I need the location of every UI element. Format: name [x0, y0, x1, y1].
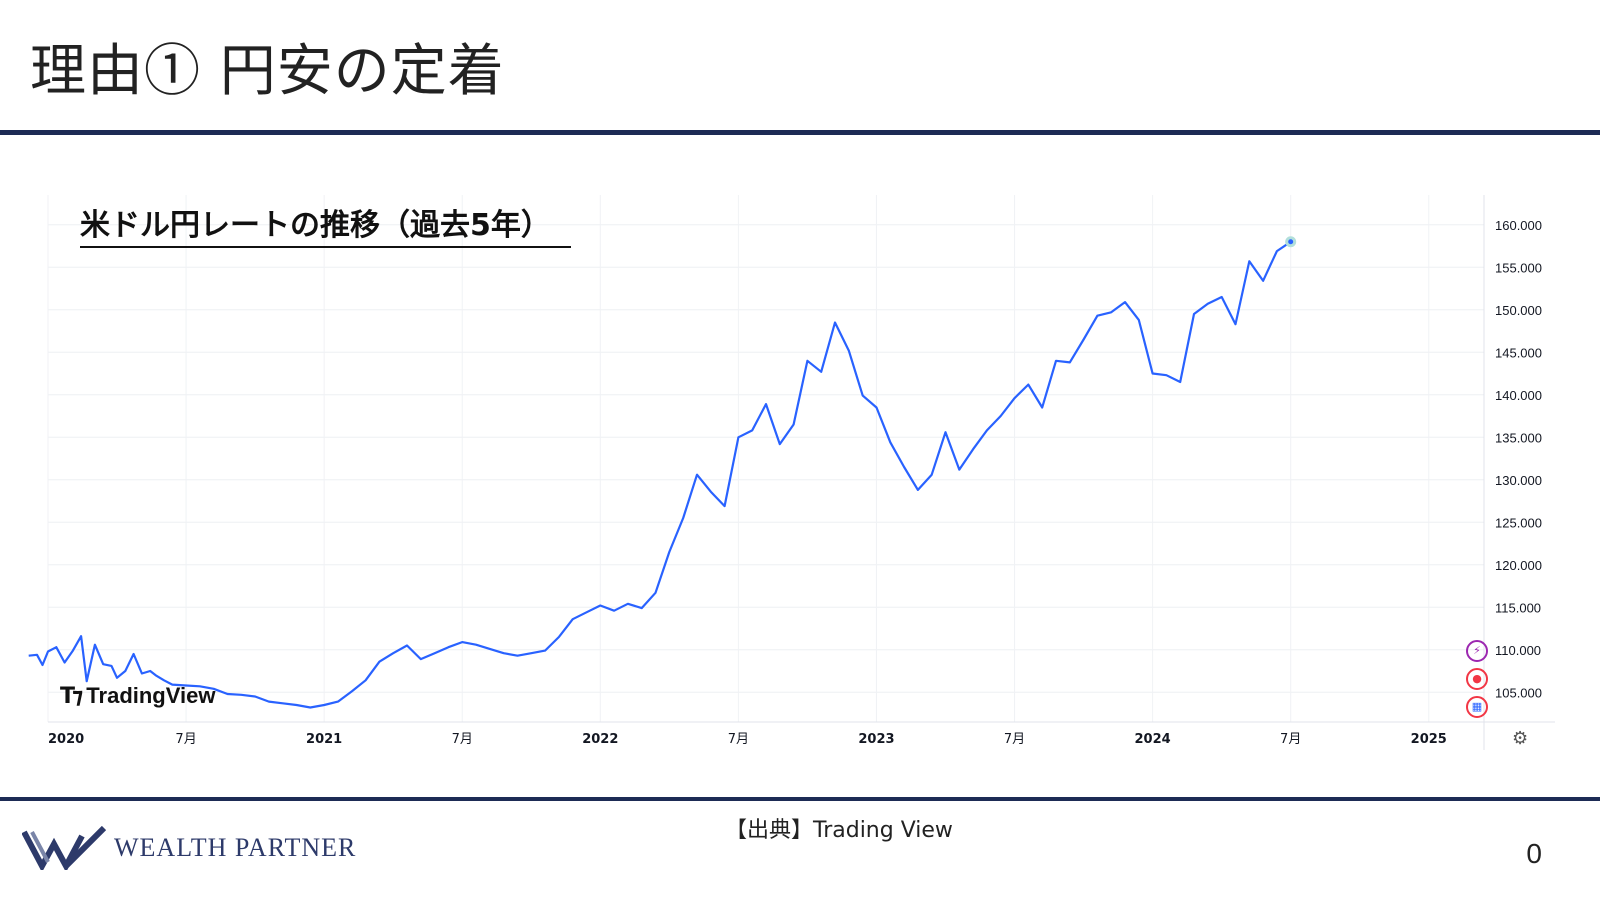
lightning-icon[interactable]: ⚡ — [1466, 640, 1488, 662]
y-tick-label: 160.000 — [1495, 218, 1542, 233]
source-caption: 【出典】Trading View — [725, 818, 953, 843]
page-number: 0 — [1526, 838, 1542, 869]
slide-title: 理由① 円安の定着 — [30, 39, 505, 104]
chart-heading: 米ドル円レートの推移（過去5年） — [80, 200, 571, 248]
y-tick-label: 105.000 — [1495, 685, 1542, 700]
x-tick-label: 7月 — [175, 732, 196, 747]
calendar-icon[interactable]: ▦ — [1466, 696, 1488, 718]
y-tick-label: 110.000 — [1495, 643, 1541, 658]
y-tick-label: 130.000 — [1495, 473, 1542, 488]
gear-icon[interactable]: ⚙ — [1512, 728, 1529, 749]
x-tick-label: 2025 — [1411, 732, 1447, 747]
x-tick-label: 7月 — [1280, 732, 1301, 747]
x-tick-label: 2022 — [582, 732, 618, 747]
dot-icon[interactable]: ● — [1466, 668, 1488, 690]
y-tick-label: 150.000 — [1495, 303, 1542, 318]
y-tick-label: 125.000 — [1495, 515, 1542, 530]
y-tick-label: 155.000 — [1495, 260, 1542, 275]
brand-logo: WEALTH PARTNER — [22, 826, 356, 870]
y-tick-label: 115.000 — [1495, 600, 1541, 615]
y-tick-label: 135.000 — [1495, 430, 1542, 445]
wealth-partner-logo-icon — [22, 826, 106, 870]
x-tick-label: 2021 — [306, 732, 342, 747]
x-tick-label: 2020 — [48, 732, 84, 747]
last-price-marker — [1285, 236, 1297, 248]
x-tick-label: 7月 — [1004, 732, 1025, 747]
y-tick-label: 145.000 — [1495, 345, 1542, 360]
top-divider — [0, 130, 1600, 135]
x-tick-label: 2023 — [858, 732, 894, 747]
x-tick-label: 2024 — [1135, 732, 1171, 747]
y-tick-label: 140.000 — [1495, 388, 1542, 403]
x-tick-label: 7月 — [728, 732, 749, 747]
tradingview-mark-icon: T⁊ — [60, 683, 83, 709]
y-tick-label: 120.000 — [1495, 558, 1542, 573]
bottom-divider — [0, 797, 1600, 801]
tradingview-wordmark: TradingView — [86, 683, 216, 708]
tradingview-logo: T⁊ TradingView — [60, 683, 215, 709]
x-tick-label: 7月 — [452, 732, 473, 747]
brand-name: WEALTH PARTNER — [114, 833, 357, 862]
series-line — [28, 240, 1292, 709]
